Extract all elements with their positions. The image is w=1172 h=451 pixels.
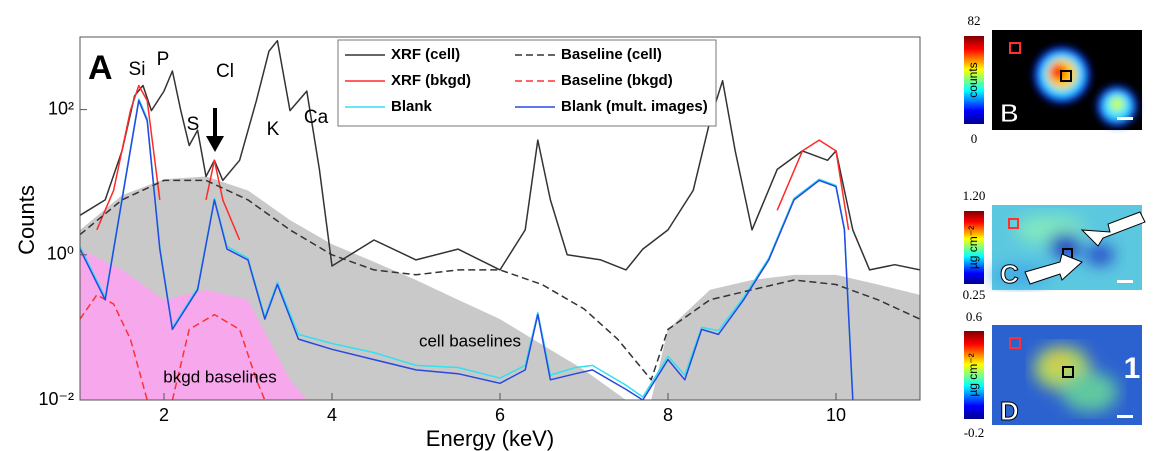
colorbar — [964, 211, 984, 284]
peak-label: P — [157, 49, 170, 70]
series-line — [96, 84, 850, 241]
legend-label: XRF (bkgd) — [391, 72, 471, 89]
colorbar-label: counts — [966, 62, 980, 97]
roi-cell — [1060, 70, 1072, 82]
series-line — [80, 39, 920, 271]
x-axis-label: Energy (keV) — [426, 426, 554, 451]
y-axis-label: Counts — [14, 185, 39, 255]
series-line — [80, 99, 854, 400]
x-tick-label: 4 — [327, 405, 337, 425]
roi-bkgd — [1008, 218, 1019, 229]
annotation: cell baselines — [419, 331, 521, 350]
colorbar — [964, 36, 984, 124]
peak-label: Cl — [216, 61, 234, 82]
arrow — [1024, 253, 1083, 285]
legend-label: Baseline (cell) — [561, 46, 662, 63]
colorbar-label: µg cm⁻² — [966, 353, 980, 396]
colorbar-max: 82 — [968, 13, 981, 28]
colorbar — [964, 331, 984, 419]
x-tick-label: 6 — [495, 405, 505, 425]
roi-cell — [1062, 366, 1074, 378]
series-line — [80, 294, 266, 400]
peak-label: S — [187, 114, 200, 135]
peak-label: Ca — [304, 107, 329, 128]
x-tick-label: 10 — [826, 405, 846, 425]
roi-bkgd — [1009, 42, 1021, 54]
plot-content — [80, 39, 920, 400]
scale-bar — [1117, 415, 1133, 418]
y-tick-label: 10⁻² — [38, 389, 74, 409]
peak-label: Si — [129, 59, 146, 80]
annotation: bkgd baselines — [163, 367, 276, 386]
colorbar-max: 0.6 — [966, 309, 983, 324]
panel-note: 1 — [1124, 352, 1141, 385]
legend-label: Blank (mult. images) — [561, 98, 708, 115]
peak-label: K — [267, 119, 280, 140]
scale-bar — [1117, 280, 1133, 283]
y-tick-label: 10² — [48, 98, 74, 118]
arrow-head — [206, 136, 224, 152]
series-line — [80, 179, 920, 381]
baseline-envelope — [80, 176, 920, 400]
legend-label: XRF (cell) — [391, 46, 460, 63]
panel-letter: A — [88, 49, 113, 87]
scale-bar — [1117, 117, 1133, 120]
panel-letter: B — [1000, 98, 1019, 128]
x-tick-label: 2 — [159, 405, 169, 425]
colorbar-max: 1.20 — [963, 188, 986, 203]
roi-bkgd — [1009, 337, 1021, 349]
legend-label: Blank — [391, 98, 433, 115]
colorbar-min: -0.2 — [964, 425, 985, 440]
colorbar-label: µg cm⁻² — [966, 226, 980, 269]
arrow — [1080, 211, 1146, 247]
legend-label: Baseline (bkgd) — [561, 72, 673, 89]
y-tick-label: 10⁰ — [47, 244, 74, 264]
colorbar-min: 0 — [971, 131, 978, 146]
panel-letter: C — [1000, 259, 1019, 289]
panel-letter: D — [1000, 396, 1019, 426]
colorbar-min: 0.25 — [963, 287, 986, 302]
x-tick-label: 8 — [663, 405, 673, 425]
